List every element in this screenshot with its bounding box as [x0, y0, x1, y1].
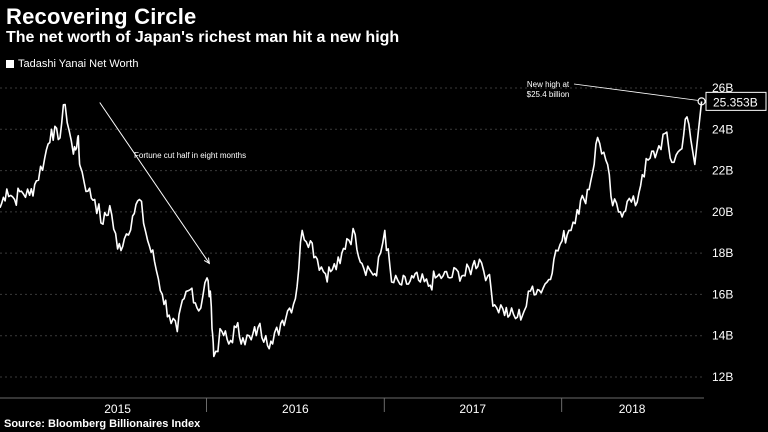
annotation-text-fortune-cut: Fortune cut half in eight months: [134, 151, 246, 160]
last-value-box: [705, 91, 767, 111]
y-tick-label: 12B: [712, 370, 733, 384]
y-tick-label: 26B: [712, 81, 733, 95]
annotation-text-new-high: New high at: [527, 80, 570, 89]
series-line-tadashi-yanai: [0, 101, 703, 358]
last-value-label: 25.353B: [713, 95, 758, 109]
x-tick-label: 2017: [459, 402, 486, 416]
y-tick-label: 24B: [712, 122, 733, 136]
x-tick-label: 2018: [619, 402, 646, 416]
legend-swatch: [6, 60, 14, 68]
annotation-arrow-line: [99, 102, 210, 264]
x-tick-label: 2015: [104, 402, 131, 416]
source-note: Source: Bloomberg Billionaires Index: [4, 418, 201, 430]
x-tick-label: 2016: [282, 402, 309, 416]
y-tick-label: 20B: [712, 205, 733, 219]
y-tick-label: 14B: [712, 329, 733, 343]
annotation-text-new-high: $25.4 billion: [527, 90, 570, 99]
annotation-arrowhead: [203, 257, 210, 265]
chart-title: Recovering Circle: [6, 4, 197, 29]
legend: Tadashi Yanai Net Worth: [6, 58, 138, 70]
annotation-new-high-line: [573, 83, 698, 101]
y-tick-label: 22B: [712, 164, 733, 178]
y-tick-label: 18B: [712, 246, 733, 260]
y-tick-label: 16B: [712, 287, 733, 301]
last-value-marker: [697, 97, 706, 106]
legend-label: Tadashi Yanai Net Worth: [18, 58, 139, 70]
chart-subtitle: The net worth of Japan's richest man hit…: [6, 29, 400, 46]
